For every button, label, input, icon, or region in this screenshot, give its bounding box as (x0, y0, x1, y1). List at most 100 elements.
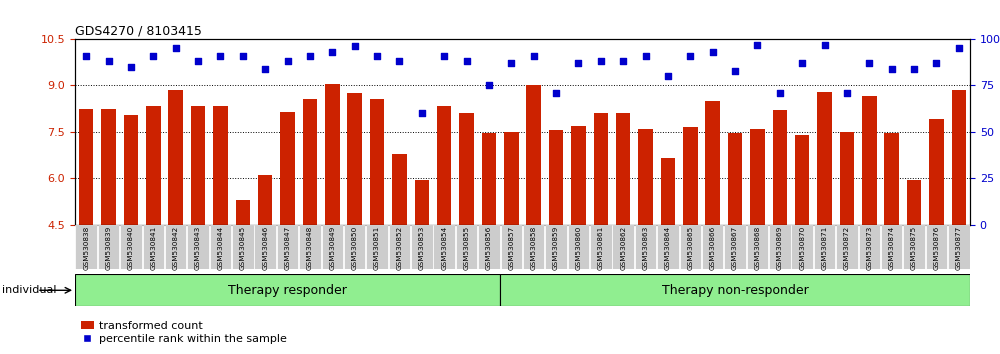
Text: GSM530867: GSM530867 (732, 226, 738, 270)
FancyBboxPatch shape (232, 225, 254, 269)
Text: GSM530840: GSM530840 (128, 226, 134, 270)
Bar (146, 105, 161, 225)
Bar (616, 113, 630, 225)
Text: GSM530847: GSM530847 (285, 226, 291, 270)
Point (168, 45, 184, 51)
FancyBboxPatch shape (143, 225, 164, 269)
Text: GSM530843: GSM530843 (195, 226, 201, 270)
Text: GSM530862: GSM530862 (620, 226, 626, 270)
Bar (482, 133, 496, 225)
Point (391, 58, 407, 64)
FancyBboxPatch shape (523, 225, 544, 269)
Text: GSM530860: GSM530860 (575, 226, 581, 270)
Text: GSM530874: GSM530874 (889, 226, 895, 270)
FancyBboxPatch shape (500, 274, 970, 306)
Bar (728, 133, 742, 225)
Bar (236, 200, 250, 225)
Bar (862, 96, 877, 225)
Point (772, 90, 788, 96)
FancyBboxPatch shape (277, 225, 298, 269)
FancyBboxPatch shape (75, 225, 97, 269)
FancyBboxPatch shape (702, 225, 723, 269)
Text: GSM530850: GSM530850 (352, 226, 358, 270)
Bar (705, 101, 720, 225)
FancyBboxPatch shape (590, 225, 612, 269)
Text: GSM530863: GSM530863 (643, 226, 649, 270)
FancyBboxPatch shape (254, 225, 276, 269)
Bar (325, 84, 340, 225)
Point (928, 60, 944, 66)
Text: individual: individual (2, 285, 56, 295)
FancyBboxPatch shape (791, 225, 813, 269)
Bar (280, 112, 295, 225)
Point (727, 68, 743, 73)
Text: GSM530864: GSM530864 (665, 226, 671, 270)
Bar (549, 130, 563, 225)
Text: GSM530869: GSM530869 (777, 226, 783, 270)
Text: GSM530855: GSM530855 (464, 226, 470, 270)
Bar (258, 175, 272, 225)
FancyBboxPatch shape (456, 225, 477, 269)
Point (101, 58, 117, 64)
FancyBboxPatch shape (501, 225, 522, 269)
Legend: transformed count, percentile rank within the sample: transformed count, percentile rank withi… (81, 321, 287, 344)
Text: GSM530857: GSM530857 (508, 226, 514, 270)
Point (123, 64, 139, 70)
FancyBboxPatch shape (635, 225, 656, 269)
Bar (124, 115, 138, 225)
Text: GSM530861: GSM530861 (598, 226, 604, 270)
Text: GSM530854: GSM530854 (441, 226, 447, 270)
Text: GSM530856: GSM530856 (486, 226, 492, 270)
FancyBboxPatch shape (836, 225, 858, 269)
Bar (415, 180, 429, 225)
Bar (840, 132, 854, 225)
Bar (392, 154, 407, 225)
Bar (750, 129, 765, 225)
Text: GSM530838: GSM530838 (83, 226, 89, 270)
Point (235, 53, 251, 58)
Bar (952, 90, 966, 225)
Point (526, 53, 542, 58)
FancyBboxPatch shape (389, 225, 410, 269)
FancyBboxPatch shape (926, 225, 947, 269)
Bar (191, 105, 205, 225)
FancyBboxPatch shape (120, 225, 142, 269)
Text: GSM530872: GSM530872 (844, 226, 850, 270)
Text: GSM530842: GSM530842 (173, 226, 179, 270)
FancyBboxPatch shape (344, 225, 365, 269)
FancyBboxPatch shape (948, 225, 970, 269)
FancyBboxPatch shape (210, 225, 231, 269)
FancyBboxPatch shape (187, 225, 209, 269)
Text: GSM530849: GSM530849 (329, 226, 335, 270)
Bar (594, 113, 608, 225)
Bar (884, 133, 899, 225)
FancyBboxPatch shape (881, 225, 902, 269)
Bar (571, 126, 586, 225)
Point (615, 58, 631, 64)
Bar (459, 113, 474, 225)
FancyBboxPatch shape (747, 225, 768, 269)
Bar (907, 180, 921, 225)
Bar (101, 109, 116, 225)
Text: GSM530873: GSM530873 (866, 226, 872, 270)
Bar (504, 132, 519, 225)
Point (839, 90, 855, 96)
Bar (168, 90, 183, 225)
FancyBboxPatch shape (814, 225, 835, 269)
Point (414, 110, 430, 116)
Bar (795, 135, 809, 225)
Point (794, 60, 810, 66)
Text: GSM530868: GSM530868 (754, 226, 760, 270)
FancyBboxPatch shape (568, 225, 589, 269)
FancyBboxPatch shape (724, 225, 746, 269)
Point (324, 49, 340, 55)
Text: GDS4270 / 8103415: GDS4270 / 8103415 (75, 25, 202, 38)
Text: GSM530866: GSM530866 (710, 226, 716, 270)
Bar (526, 85, 541, 225)
Text: Therapy non-responder: Therapy non-responder (662, 284, 808, 297)
Point (884, 66, 900, 72)
Point (593, 58, 609, 64)
Point (190, 58, 206, 64)
Text: GSM530871: GSM530871 (822, 226, 828, 270)
FancyBboxPatch shape (299, 225, 321, 269)
